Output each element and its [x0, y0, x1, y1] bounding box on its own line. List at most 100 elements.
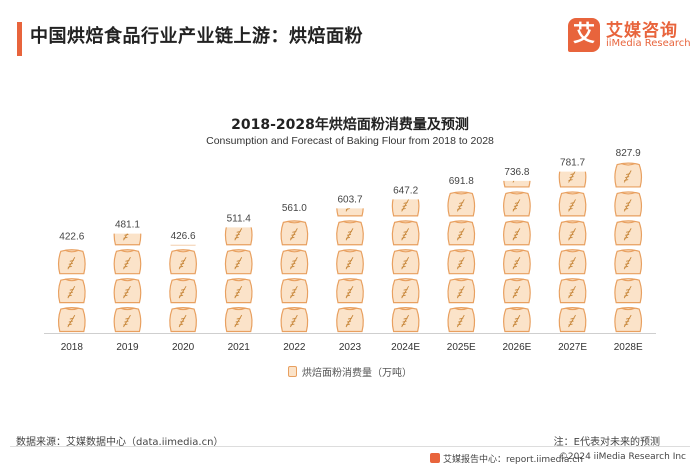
flour-bag-icon: [558, 171, 587, 188]
bar-2021: [224, 227, 253, 333]
flour-bag-icon: [503, 249, 531, 275]
chart-legend: 烘焙面粉消费量（万吨）: [0, 364, 700, 379]
flour-bag-icon: [280, 220, 309, 246]
flour-bag-icon: [57, 249, 86, 275]
x-tick-label: 2028E: [614, 342, 643, 353]
x-tick-label: 2025E: [447, 342, 476, 353]
flour-bag-legend-icon: [288, 366, 297, 377]
flour-bag-icon: [224, 278, 253, 304]
brand-logo: 艾 艾媒咨询 iiMedia Research: [568, 14, 691, 60]
flour-bag-icon: [503, 191, 531, 217]
flour-bag-icon: [169, 278, 197, 304]
flour-bag-icon: [447, 220, 476, 246]
flour-bag-icon: [558, 249, 587, 275]
bar-2019: [113, 233, 142, 333]
flour-bag-icon: [503, 278, 531, 304]
flour-bag-icon: [558, 191, 587, 217]
flour-bag-icon: [336, 278, 364, 304]
bar-2024E: [391, 199, 420, 333]
flour-bag-icon: [113, 306, 142, 333]
flour-bag-icon: [57, 306, 86, 333]
flour-bag-icon: [447, 278, 476, 304]
flour-bag-icon: [336, 306, 364, 333]
bar-2025E: [447, 191, 476, 333]
x-tick-label: 2021: [228, 342, 251, 353]
flour-bag-icon: [391, 199, 420, 217]
report-center-text: 艾媒报告中心：report.iimedia.cn: [443, 455, 583, 465]
flour-bag-icon: [558, 278, 587, 304]
mini-logo-icon: [430, 453, 440, 463]
logo-badge-icon: 艾: [568, 18, 600, 52]
value-label: 511.4: [227, 213, 252, 224]
flour-bag-icon: [447, 191, 476, 217]
value-label: 603.7: [337, 194, 362, 205]
flour-bag-icon: [336, 208, 364, 217]
flour-bag-icon: [57, 278, 86, 304]
x-tick-label: 2020: [172, 342, 195, 353]
flour-bag-icon: [169, 306, 197, 333]
flour-bag-icon: [169, 249, 197, 275]
flour-bag-icon: [336, 249, 364, 275]
value-label: 561.0: [282, 203, 307, 214]
value-label: 481.1: [115, 220, 140, 231]
report-center: 艾媒报告中心：report.iimedia.cn: [430, 452, 583, 465]
bar-2028E: [614, 162, 643, 333]
x-tick-label: 2022: [283, 342, 306, 353]
flour-bag-icon: [113, 278, 142, 304]
flour-bag-icon: [558, 306, 587, 333]
bar-2023: [336, 208, 364, 333]
flour-bag-icon: [614, 278, 643, 304]
flour-bag-icon: [336, 220, 364, 246]
copyright: ©2024 iiMedia Research Inc: [558, 452, 686, 462]
data-source: 数据来源：艾媒数据中心（data.iimedia.cn）: [16, 437, 224, 448]
x-tick-label: 2023: [339, 342, 362, 353]
logo-name: 艾媒咨询: [606, 21, 678, 41]
flour-bag-icon: [614, 306, 643, 333]
forecast-note: 注：E代表对未来的预测: [553, 437, 660, 448]
flour-bag-icon: [391, 220, 420, 246]
x-tick-label: 2019: [116, 342, 139, 353]
flour-bag-icon: [558, 220, 587, 246]
flour-bag-icon: [614, 191, 643, 217]
x-tick-label: 2024E: [391, 342, 420, 353]
x-tick-label: 2027E: [558, 342, 587, 353]
legend-label: 烘焙面粉消费量（万吨）: [302, 368, 412, 379]
flour-bag-icon: [113, 233, 142, 246]
flour-bag-icon: [113, 249, 142, 275]
x-tick-label: 2026E: [502, 342, 531, 353]
value-label: 422.6: [59, 232, 84, 243]
flour-bag-icon: [391, 278, 420, 304]
flour-bag-icon: [280, 306, 309, 333]
bar-2020: [169, 244, 197, 333]
flour-bag-icon: [280, 278, 309, 304]
x-tick-label: 2018: [61, 342, 84, 353]
flour-bag-icon: [224, 306, 253, 333]
chart-title: 2018-2028年烘焙面粉消费量及预测: [231, 117, 469, 133]
value-label: 736.8: [504, 167, 529, 178]
flour-bag-icon: [224, 249, 253, 275]
flour-bag-icon: [447, 249, 476, 275]
flour-bag-icon: [280, 249, 309, 275]
bar-2018: [57, 249, 86, 333]
value-label: 426.6: [171, 231, 196, 242]
bar-2022: [280, 220, 309, 333]
flour-bag-icon: [447, 306, 476, 333]
flour-bag-icon: [614, 249, 643, 275]
value-label: 647.2: [393, 185, 418, 196]
page-title: 中国烘焙食品行业产业链上游：烘焙面粉: [30, 26, 363, 47]
value-label: 827.9: [616, 148, 641, 159]
flour-bag-icon: [224, 227, 253, 246]
flour-bag-icon: [503, 220, 531, 246]
footer-divider: [10, 446, 690, 447]
flour-bag-icon: [391, 306, 420, 333]
flour-bag-icon: [503, 180, 531, 188]
flour-bag-icon: [614, 220, 643, 246]
flour-bag-icon: [391, 249, 420, 275]
logo-subtitle: iiMedia Research: [606, 38, 691, 49]
title-accent-bar: [17, 22, 22, 56]
flour-bag-icon: [614, 162, 643, 188]
value-label: 691.8: [449, 176, 474, 187]
bar-2026E: [503, 180, 531, 333]
chart-subtitle: Consumption and Forecast of Baking Flour…: [206, 135, 494, 147]
